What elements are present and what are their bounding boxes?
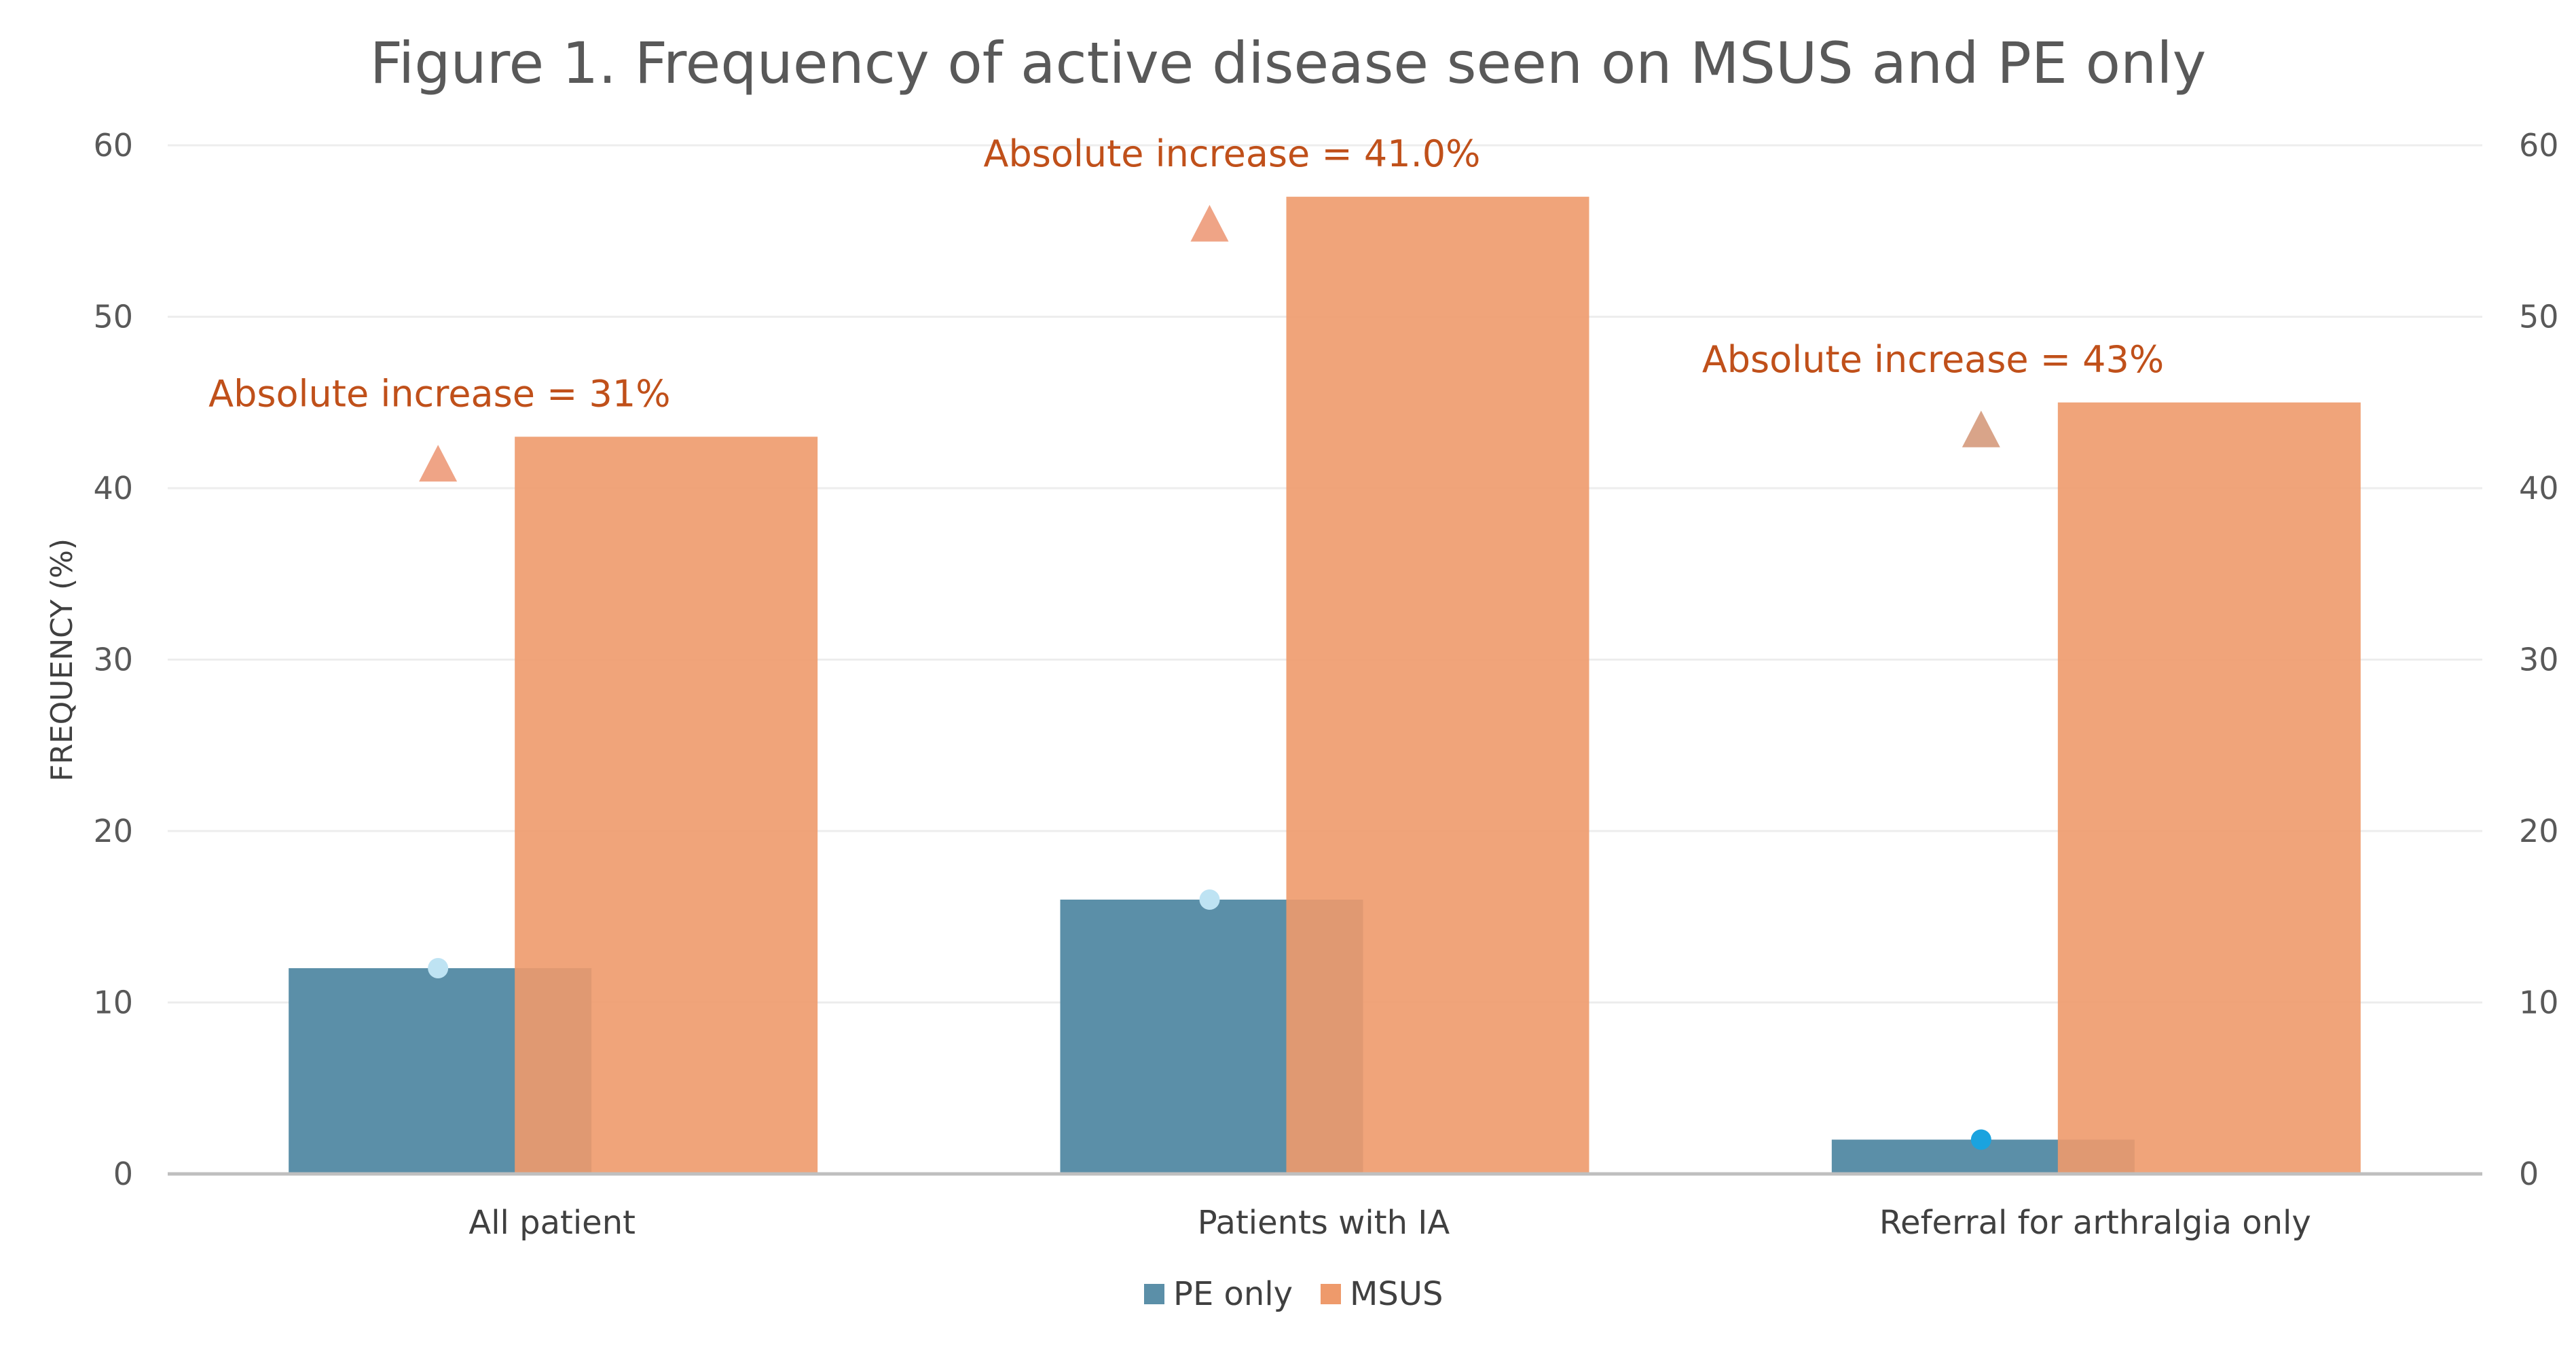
annotation-arrow-start-dot-1 <box>428 958 449 978</box>
y-tick-label-left-10: 10 <box>93 984 133 1021</box>
y-tick-label-right-40: 40 <box>2519 470 2559 506</box>
annotation-label-3: Absolute increase = 43% <box>1702 338 2164 381</box>
annotations: Absolute increase = 31% Absolute increase… <box>208 132 2164 1150</box>
y-tick-label-right-60: 60 <box>2519 127 2559 164</box>
y-tick-label-left-40: 40 <box>93 470 133 506</box>
legend-swatch-msus <box>1321 1284 1341 1304</box>
legend: PE only MSUS <box>1144 1275 1443 1313</box>
legend-label-msus: MSUS <box>1350 1275 1443 1313</box>
x-tick-label-all-patient: All patient <box>468 1204 636 1242</box>
x-axis-labels: All patient Patients with IA Referral for … <box>468 1204 2311 1242</box>
annotation-arrow-head-1 <box>419 445 458 482</box>
bar-msus-patients-with-ia <box>1286 196 1589 1174</box>
y-axis-left: 0 10 20 30 40 50 60 <box>93 127 133 1192</box>
y-tick-label-right-0: 0 <box>2519 1156 2539 1192</box>
y-axis-title: FREQUENCY (%) <box>45 538 79 781</box>
annotation-arrow-start-dot-3 <box>1970 1129 1991 1150</box>
annotation-arrow-start-dot-2 <box>1199 889 1220 910</box>
annotation-label-1: Absolute increase = 31% <box>208 372 670 415</box>
legend-swatch-pe-only <box>1144 1284 1164 1304</box>
y-tick-label-left-0: 0 <box>113 1156 133 1192</box>
annotation-arrow-head-3 <box>1962 410 2000 447</box>
y-tick-label-left-30: 30 <box>93 642 133 678</box>
x-tick-label-patients-with-ia: Patients with IA <box>1198 1204 1450 1242</box>
bar-msus-all-patient <box>515 437 818 1174</box>
y-tick-label-right-30: 30 <box>2519 642 2559 678</box>
y-tick-label-left-60: 60 <box>93 127 133 164</box>
annotation-label-2: Absolute increase = 41.0% <box>984 132 1481 175</box>
y-tick-label-right-50: 50 <box>2519 299 2559 335</box>
annotation-arrow-head-2 <box>1190 204 1229 242</box>
legend-label-pe-only: PE only <box>1173 1275 1293 1313</box>
y-tick-label-left-50: 50 <box>93 299 133 335</box>
x-tick-label-referral-for-arthralgia-only: Referral for arthralgia only <box>1879 1204 2311 1242</box>
y-tick-label-right-20: 20 <box>2519 813 2559 849</box>
y-axis-right: 0 10 20 30 40 50 60 <box>2519 127 2559 1192</box>
y-tick-label-right-10: 10 <box>2519 984 2559 1021</box>
bars <box>289 196 2361 1174</box>
bar-msus-referral-for-arthralgia-only <box>2057 402 2361 1174</box>
y-tick-label-left-20: 20 <box>93 813 133 849</box>
chart-title: Figure 1. Frequency of active disease se… <box>370 30 2207 96</box>
